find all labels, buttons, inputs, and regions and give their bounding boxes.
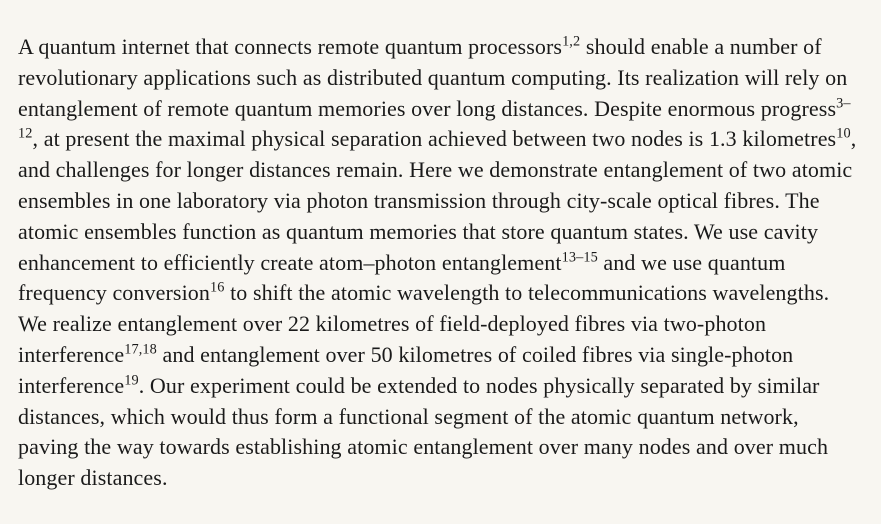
citation-ref: 13–15 — [562, 249, 598, 265]
citation-ref: 1,2 — [562, 34, 580, 50]
abstract-paragraph: A quantum internet that connects remote … — [0, 22, 881, 504]
abstract-text-run: A quantum internet that connects remote … — [18, 34, 562, 59]
citation-ref: 17,18 — [124, 342, 157, 358]
abstract-text-run: . Our experiment could be extended to no… — [18, 373, 828, 490]
abstract-text-run: , at present the maximal physical separa… — [33, 126, 837, 151]
citation-ref: 10 — [836, 126, 851, 142]
citation-ref: 19 — [124, 372, 139, 388]
citation-ref: 16 — [210, 280, 225, 296]
